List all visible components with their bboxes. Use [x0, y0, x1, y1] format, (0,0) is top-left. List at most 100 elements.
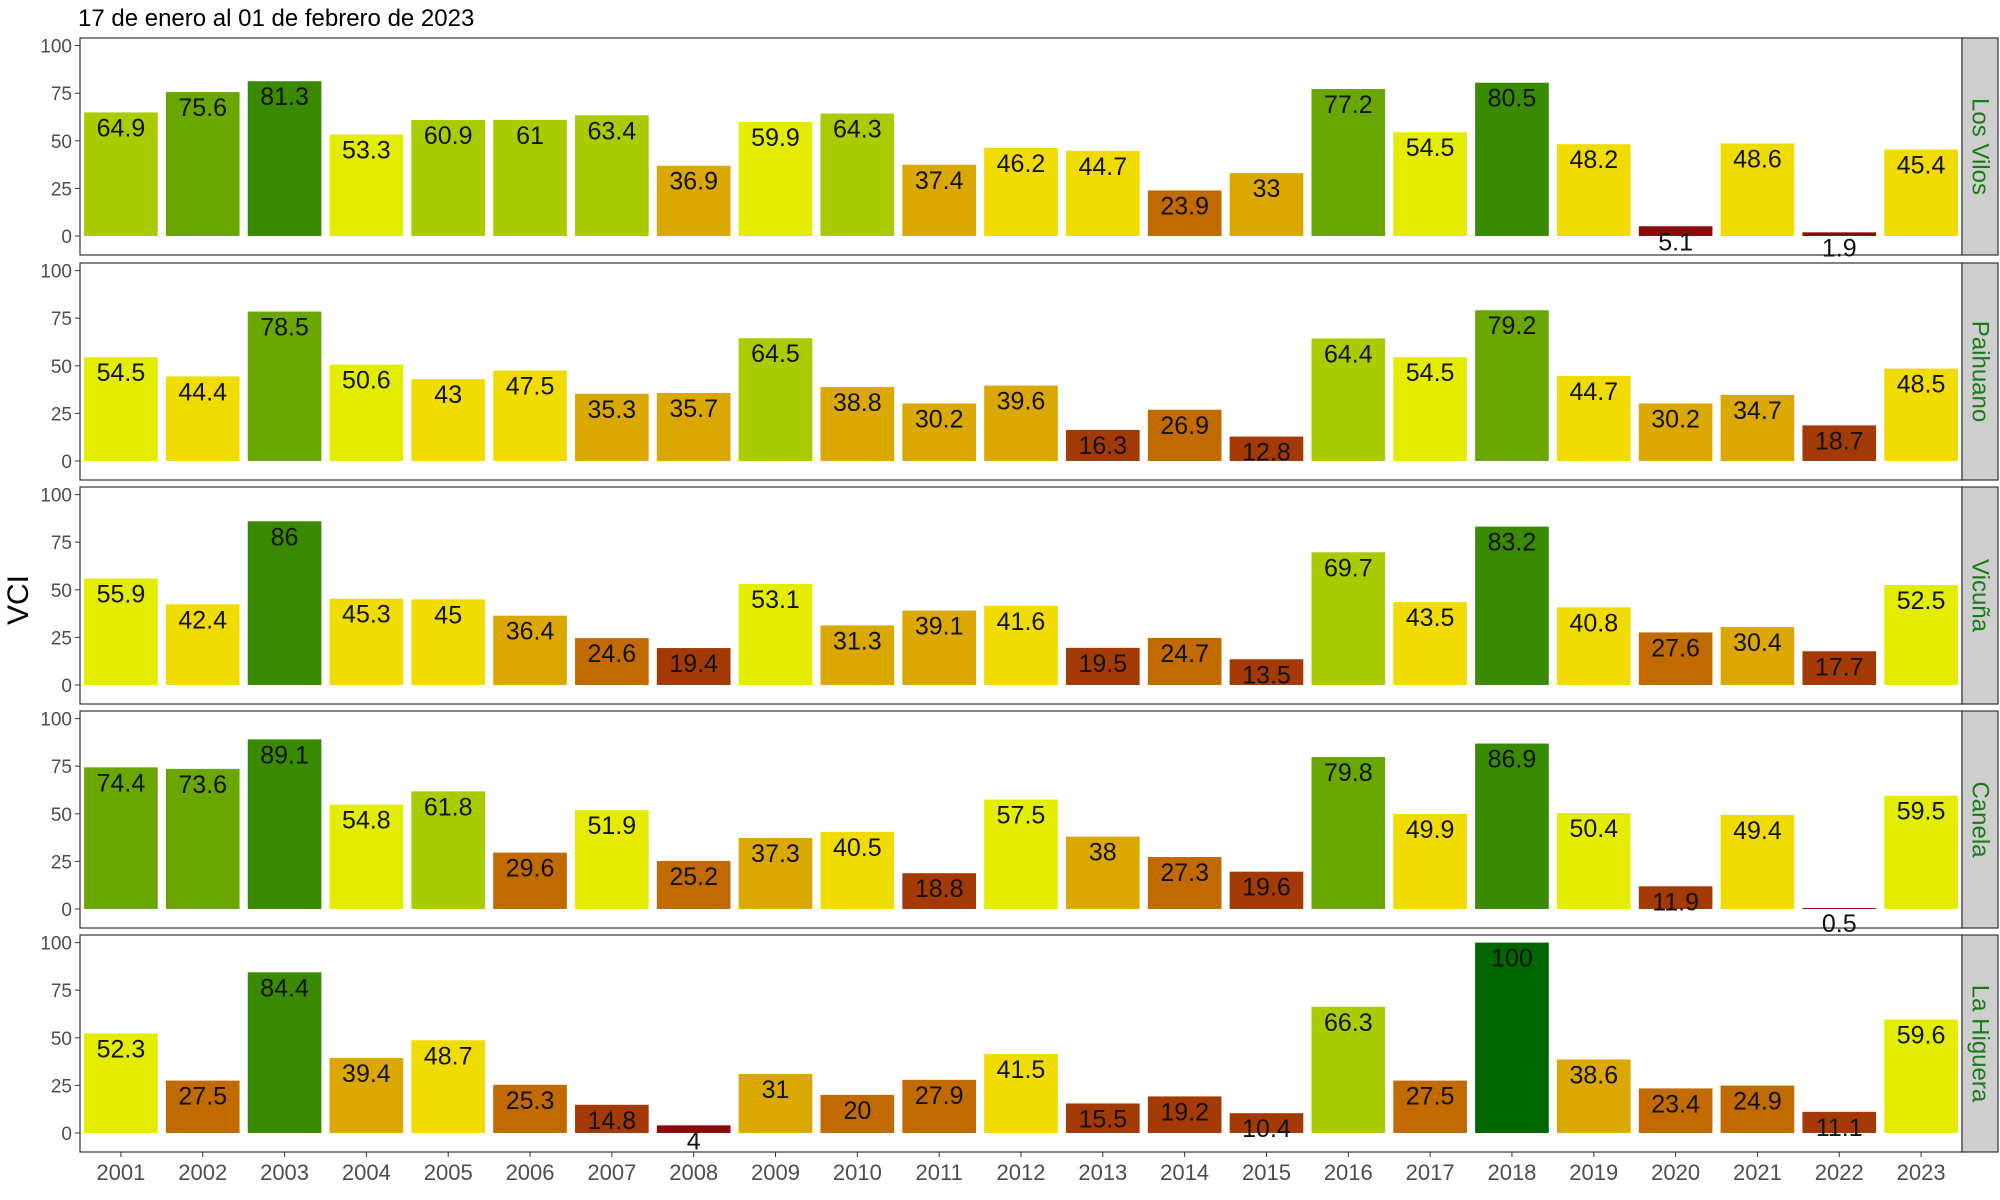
- data-label: 44.7: [1078, 153, 1127, 181]
- data-label: 19.4: [669, 650, 718, 678]
- y-tick-label: 50: [51, 357, 72, 378]
- data-label: 47.5: [506, 373, 555, 401]
- facet-strip-label: Los Vilos: [1967, 98, 1994, 195]
- bar: [1884, 368, 1958, 461]
- bar: [1475, 82, 1549, 236]
- bar: [984, 1053, 1058, 1133]
- y-tick-label: 25: [51, 852, 72, 873]
- data-label: 39.6: [997, 388, 1046, 416]
- bar: [1720, 627, 1795, 685]
- bar: [1556, 144, 1631, 236]
- bar: [820, 831, 895, 909]
- data-label: 41.6: [997, 608, 1046, 636]
- bar: [1066, 647, 1140, 685]
- y-tick-label: 50: [51, 805, 72, 826]
- bar: [984, 799, 1058, 909]
- bar: [820, 625, 895, 685]
- data-label: 25.2: [669, 863, 718, 891]
- data-label: 27.5: [1406, 1083, 1455, 1111]
- data-label: 54.5: [97, 359, 146, 387]
- x-tick-label: 2008: [669, 1160, 718, 1185]
- data-label: 100: [1491, 945, 1533, 973]
- x-tick-label: 2014: [1160, 1160, 1209, 1185]
- bar: [1229, 173, 1304, 236]
- bar: [1720, 143, 1795, 236]
- bar: [411, 1040, 486, 1133]
- y-tick-label: 25: [51, 1076, 72, 1097]
- data-label: 38.6: [1569, 1061, 1618, 1089]
- facet-strip: [1961, 262, 1999, 481]
- bar: [656, 165, 731, 236]
- bar: [84, 357, 158, 461]
- bar: [411, 379, 486, 461]
- data-label: 10.4: [1242, 1115, 1291, 1143]
- data-label: 37.3: [751, 840, 800, 868]
- bar: [1475, 942, 1549, 1133]
- panel-paihuano: 0 25 50 75 100 54.5 44.4 78.5 50.6 43 47.5 35.3 35.7…: [40, 262, 1999, 481]
- bar: [1802, 651, 1877, 685]
- data-label: 0.5: [1822, 910, 1857, 938]
- data-label: 52.3: [97, 1035, 146, 1063]
- data-label: 13.5: [1242, 661, 1291, 689]
- y-tick-label: 0: [61, 452, 72, 473]
- data-label: 57.5: [997, 802, 1046, 830]
- data-label: 34.7: [1733, 397, 1782, 425]
- y-tick-label: 0: [61, 1124, 72, 1145]
- data-label: 78.5: [260, 314, 309, 342]
- bar: [984, 148, 1058, 236]
- bar: [1556, 813, 1631, 909]
- bar: [738, 338, 813, 461]
- data-label: 24.7: [1160, 640, 1209, 668]
- bar: [1229, 436, 1304, 461]
- bar: [84, 1033, 158, 1133]
- chart-title: 17 de enero al 01 de febrero de 2023: [78, 5, 474, 32]
- data-label: 69.7: [1324, 554, 1373, 582]
- bar: [1311, 338, 1386, 461]
- panels-group: 0 25 50 75 100 64.9 75.6 81.3 53.3 60.9 61 63.4 36.9…: [40, 37, 1999, 1155]
- bar: [1720, 814, 1795, 909]
- bar: [329, 134, 404, 236]
- bar: [1393, 602, 1467, 685]
- bar: [165, 376, 240, 461]
- x-tick-label: 2006: [506, 1160, 555, 1185]
- bar: [575, 1104, 649, 1133]
- bar: [493, 1084, 567, 1133]
- facet-strip: [1961, 710, 1999, 929]
- data-label: 55.9: [97, 581, 146, 609]
- x-axis: 2001 2002 2003 2004 2005 2006 2007 2008 2009 2010…: [96, 1152, 1946, 1185]
- bar: [902, 164, 976, 236]
- y-tick-label: 25: [51, 404, 72, 425]
- data-label: 18.7: [1815, 427, 1864, 455]
- data-label: 41.5: [997, 1056, 1046, 1084]
- bar: [411, 791, 486, 909]
- x-tick-label: 2019: [1569, 1160, 1618, 1185]
- data-label: 45.3: [342, 601, 391, 629]
- data-label: 1.9: [1822, 234, 1857, 262]
- data-label: 83.2: [1488, 529, 1537, 557]
- panel-los-vilos: 0 25 50 75 100 64.9 75.6 81.3 53.3 60.9 61 63.4 36.9…: [40, 37, 1999, 262]
- data-label: 64.5: [751, 340, 800, 368]
- bar: [1802, 1111, 1877, 1133]
- data-label: 53.1: [751, 586, 800, 614]
- bar: [329, 1057, 404, 1133]
- data-label: 66.3: [1324, 1009, 1373, 1037]
- y-tick-label: 25: [51, 179, 72, 200]
- bar: [902, 873, 976, 909]
- data-label: 54.5: [1406, 359, 1455, 387]
- bar: [1066, 836, 1140, 909]
- bar: [984, 385, 1058, 461]
- bar: [165, 1080, 240, 1133]
- data-label: 40.8: [1569, 609, 1618, 637]
- bar: [1147, 1096, 1222, 1133]
- data-label: 60.9: [424, 122, 473, 150]
- data-label: 46.2: [997, 150, 1046, 178]
- data-label: 30.2: [1651, 405, 1700, 433]
- data-label: 51.9: [588, 812, 637, 840]
- data-label: 27.9: [915, 1082, 964, 1110]
- bar: [1229, 871, 1304, 909]
- bar: [1802, 232, 1877, 236]
- data-label: 31: [762, 1076, 790, 1104]
- bar: [1066, 150, 1140, 236]
- data-label: 14.8: [588, 1107, 637, 1135]
- data-label: 75.6: [178, 94, 227, 122]
